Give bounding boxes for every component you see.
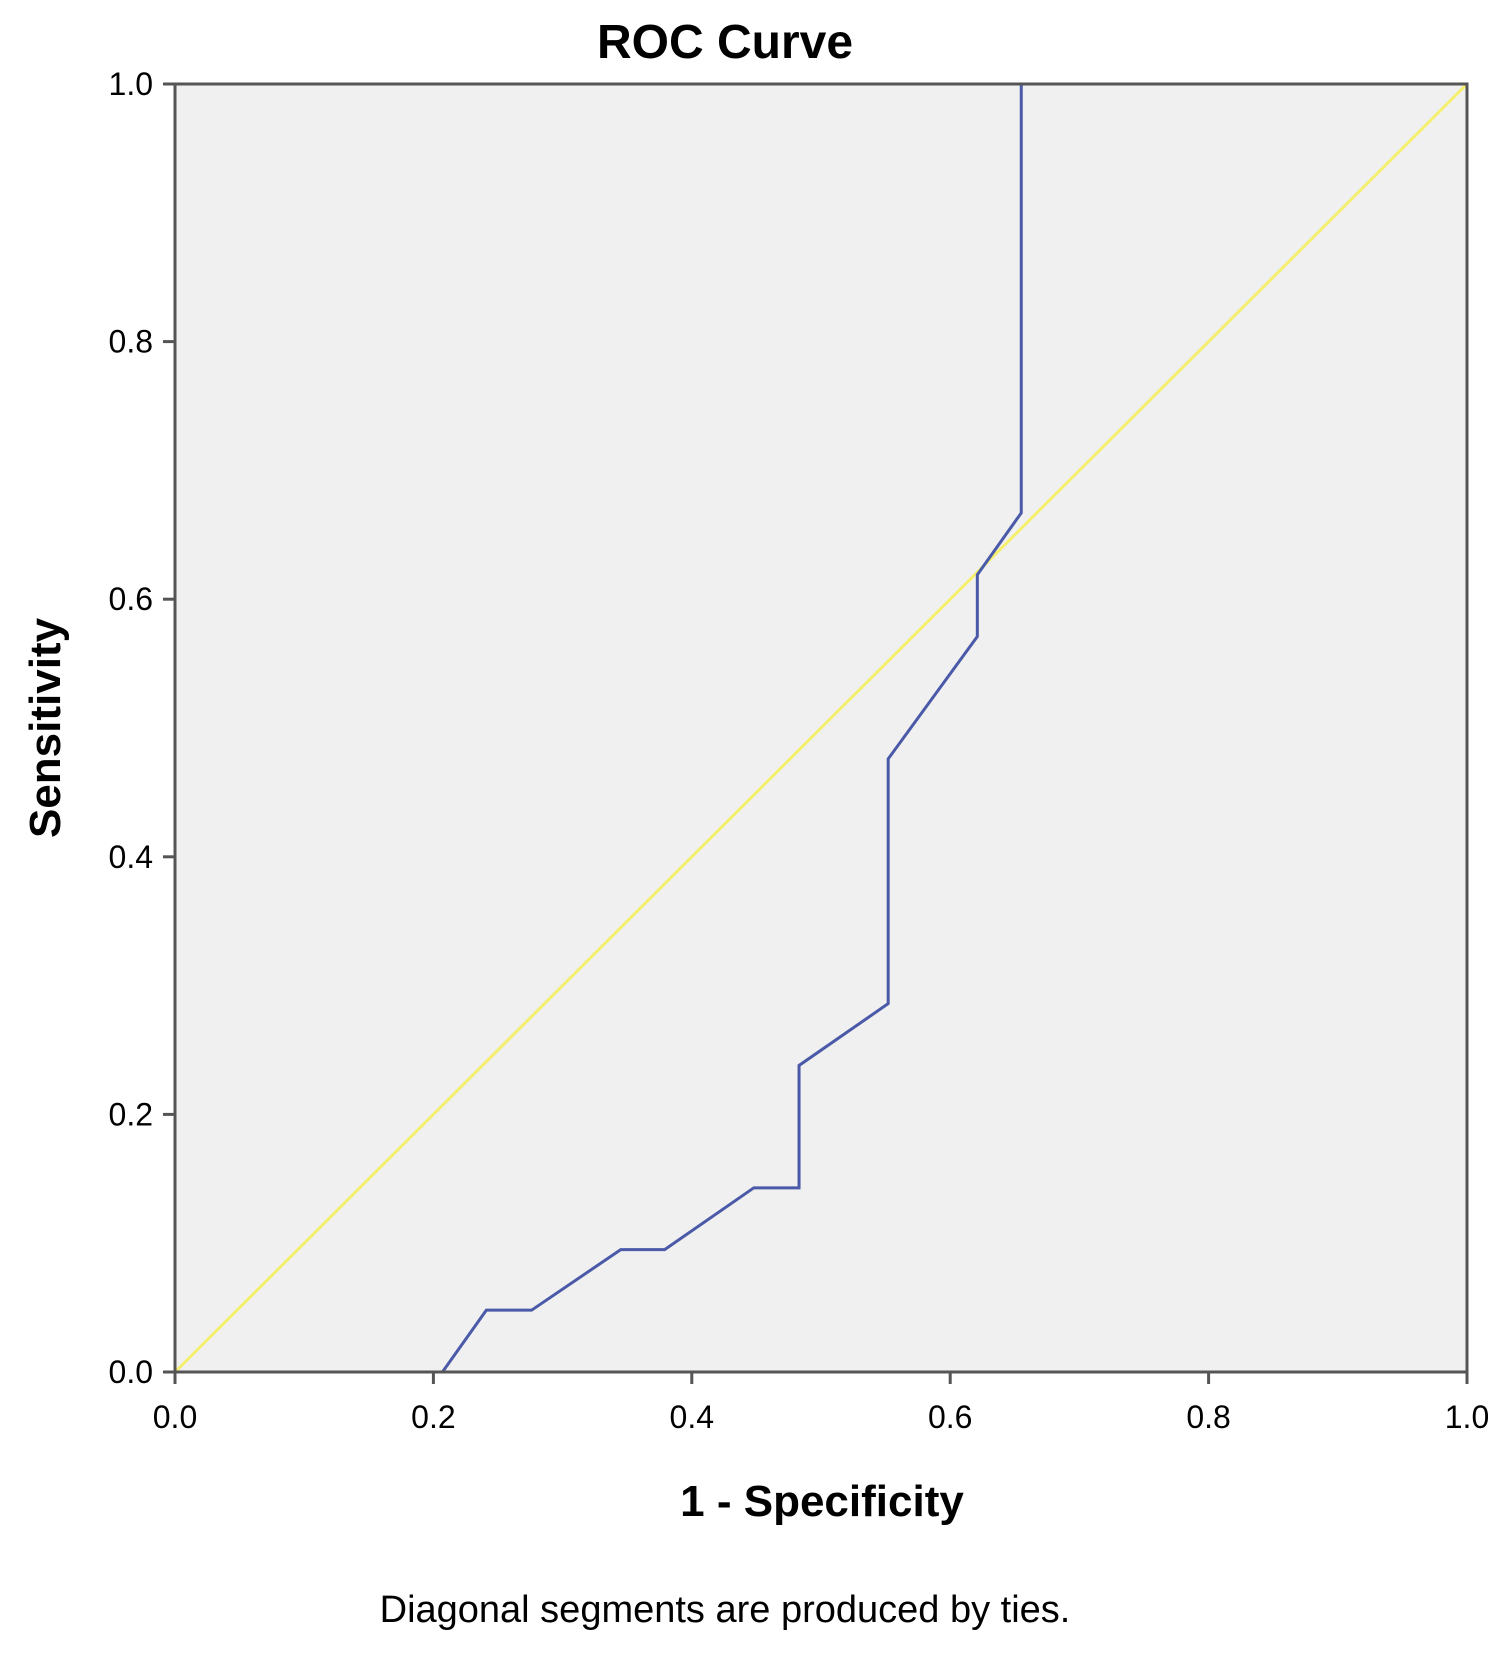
y-axis-label: Sensitivity [21, 617, 70, 838]
chart-title: ROC Curve [597, 16, 853, 69]
roc-curve-line [175, 82, 1467, 1374]
y-tick-label: 0.6 [109, 581, 153, 617]
footnote: Diagonal segments are produced by ties. [380, 1589, 1071, 1631]
y-axis-ticks: 0.0 0.2 0.4 0.6 0.8 1.0 [109, 66, 175, 1390]
x-tick-label: 0.6 [928, 1399, 972, 1435]
y-tick-label: 0.8 [109, 324, 153, 360]
y-tick-label: 1.0 [109, 66, 153, 102]
x-tick-label: 0.0 [153, 1399, 197, 1435]
x-tick-label: 0.2 [411, 1399, 455, 1435]
reference-diagonal-line [173, 82, 1469, 1374]
series-layer [173, 82, 1469, 1374]
x-axis-label: 1 - Specificity [680, 1477, 964, 1526]
y-tick-label: 0.2 [109, 1096, 153, 1132]
y-tick-label: 0.0 [109, 1354, 153, 1390]
y-tick-label: 0.4 [109, 839, 153, 875]
x-tick-label: 0.4 [670, 1399, 714, 1435]
plot-frame [173, 82, 1469, 1374]
x-axis-ticks: 0.0 0.2 0.4 0.6 0.8 1.0 [153, 1372, 1489, 1435]
x-tick-label: 1.0 [1445, 1399, 1489, 1435]
x-tick-label: 0.8 [1186, 1399, 1230, 1435]
